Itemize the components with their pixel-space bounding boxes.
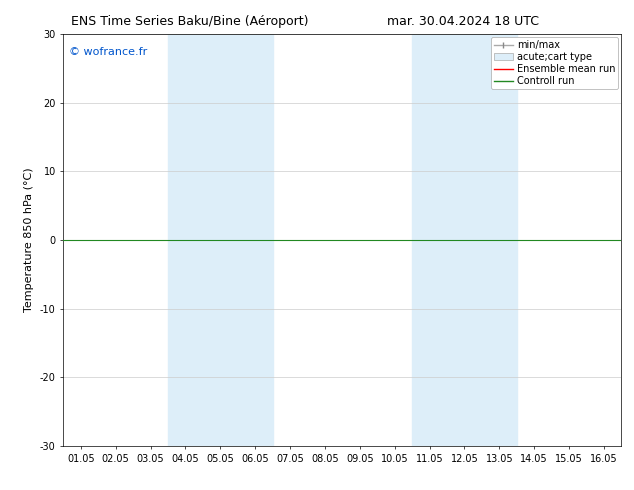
Bar xyxy=(168,34,273,446)
Text: © wofrance.fr: © wofrance.fr xyxy=(69,47,147,57)
Legend: min/max, acute;cart type, Ensemble mean run, Controll run: min/max, acute;cart type, Ensemble mean … xyxy=(491,37,618,89)
Bar xyxy=(412,34,517,446)
Text: mar. 30.04.2024 18 UTC: mar. 30.04.2024 18 UTC xyxy=(387,15,539,28)
Text: ENS Time Series Baku/Bine (Aéroport): ENS Time Series Baku/Bine (Aéroport) xyxy=(72,15,309,28)
Y-axis label: Temperature 850 hPa (°C): Temperature 850 hPa (°C) xyxy=(24,168,34,313)
